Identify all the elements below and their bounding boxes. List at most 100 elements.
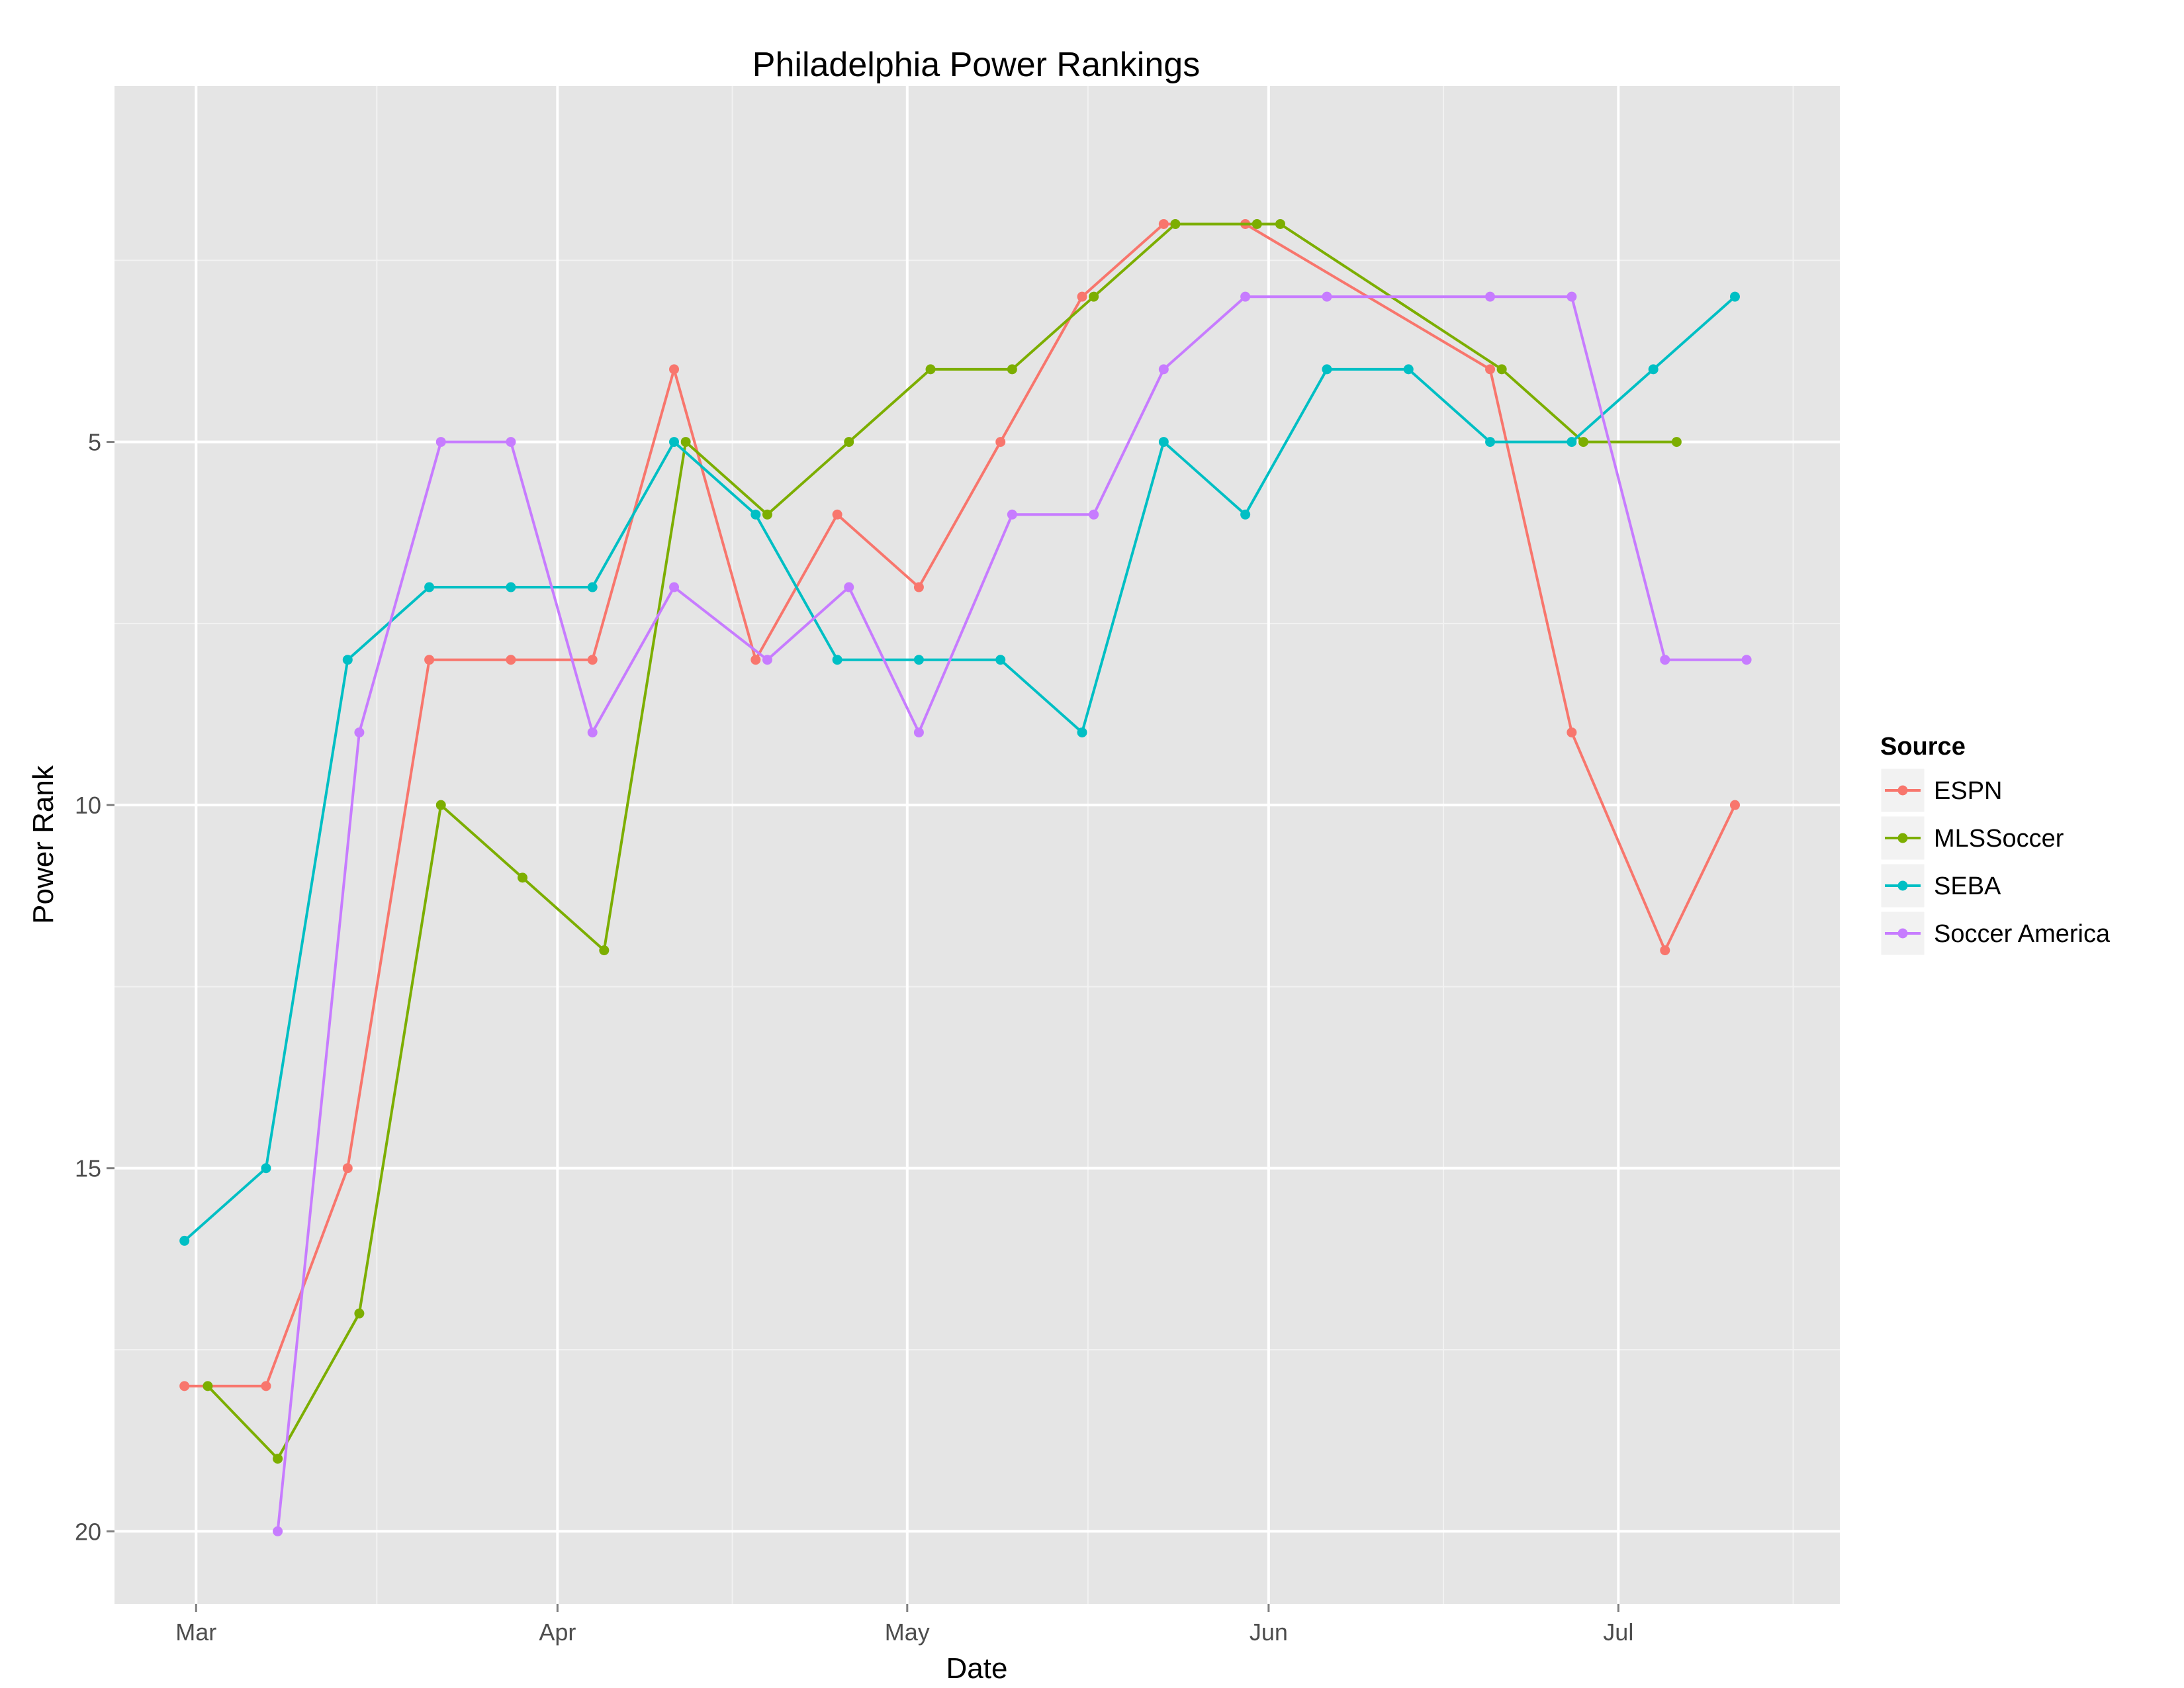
legend-key-point — [1897, 785, 1908, 796]
data-point-espn — [342, 1163, 353, 1174]
y-tick-label: 10 — [75, 792, 101, 819]
legend-label: Soccer America — [1934, 920, 2111, 948]
data-point-seba — [1485, 437, 1496, 447]
data-point-soccer-america — [1567, 291, 1577, 302]
data-point-seba — [1322, 364, 1332, 375]
series-layer — [179, 218, 1752, 1536]
x-tick-label: May — [885, 1618, 930, 1646]
y-tick-label: 20 — [75, 1518, 101, 1545]
data-point-soccer-america — [1089, 509, 1099, 520]
grid-minor — [114, 86, 1840, 1604]
data-point-espn — [587, 655, 598, 665]
data-point-soccer-america — [435, 437, 446, 447]
legend-key-point — [1897, 833, 1908, 843]
data-point-seba — [1158, 437, 1169, 447]
data-point-espn — [261, 1381, 271, 1391]
data-point-espn — [995, 437, 1006, 447]
data-point-espn — [1485, 364, 1496, 375]
series-mlssoccer — [203, 218, 1682, 1464]
data-point-seba — [995, 655, 1006, 665]
grid-major — [114, 86, 1840, 1604]
legend-items: ESPN MLSSoccer SEBA Soccer America — [1879, 767, 2111, 957]
x-tick-label: Mar — [175, 1618, 216, 1646]
data-point-soccer-america — [1322, 291, 1332, 302]
data-point-seba — [1729, 291, 1740, 302]
data-point-soccer-america — [273, 1526, 283, 1536]
data-point-seba — [506, 582, 516, 592]
data-point-espn — [506, 655, 516, 665]
axis-ticks — [107, 441, 1619, 1612]
legend-item-soccer-america: Soccer America — [1879, 910, 2111, 957]
data-point-mlssoccer — [1007, 364, 1017, 375]
data-point-mlssoccer — [1170, 218, 1181, 229]
data-point-seba — [424, 582, 435, 592]
data-point-mlssoccer — [354, 1308, 365, 1319]
data-point-espn — [913, 582, 924, 592]
data-point-seba — [261, 1163, 271, 1174]
data-point-mlssoccer — [1578, 437, 1588, 447]
data-point-mlssoccer — [1671, 437, 1682, 447]
axis-labels: Mar Apr May Jun Jul 5 10 15 20 — [75, 429, 1633, 1646]
x-tick-label: Jun — [1250, 1618, 1288, 1646]
data-point-seba — [832, 655, 842, 665]
data-point-soccer-america — [1007, 509, 1017, 520]
data-point-soccer-america — [844, 582, 854, 592]
x-tick-label: Apr — [539, 1618, 576, 1646]
data-point-mlssoccer — [599, 945, 610, 956]
legend-title: Source — [1880, 733, 1966, 761]
data-point-soccer-america — [506, 437, 516, 447]
data-point-espn — [1729, 800, 1740, 810]
legend-label: MLSSoccer — [1934, 825, 2064, 853]
legend-item-seba: SEBA — [1879, 862, 2001, 910]
data-point-espn — [832, 509, 842, 520]
data-point-mlssoccer — [844, 437, 854, 447]
data-point-soccer-america — [1485, 291, 1496, 302]
data-point-soccer-america — [354, 727, 365, 737]
data-point-seba — [179, 1235, 190, 1246]
chart-title: Philadelphia Power Rankings — [752, 46, 1200, 84]
legend: Source ESPN MLSSoccer SEBA Soccer America — [1879, 733, 2111, 957]
data-point-espn — [751, 655, 761, 665]
legend-label: SEBA — [1934, 872, 2001, 900]
series-line-seba — [183, 295, 1736, 1242]
data-point-espn — [179, 1381, 190, 1391]
y-tick-label: 5 — [88, 429, 101, 456]
data-point-seba — [1077, 727, 1087, 737]
data-point-espn — [1158, 218, 1169, 229]
data-point-mlssoccer — [273, 1454, 283, 1464]
y-axis-title: Power Rank — [27, 765, 60, 924]
legend-item-espn: ESPN — [1879, 767, 2002, 814]
data-point-seba — [587, 582, 598, 592]
data-point-seba — [1648, 364, 1659, 375]
x-axis-title: Date — [946, 1652, 1008, 1685]
legend-key-point — [1897, 928, 1908, 939]
x-tick-label: Jul — [1603, 1618, 1633, 1646]
data-point-mlssoccer — [925, 364, 936, 375]
data-point-mlssoccer — [762, 509, 772, 520]
legend-key-point — [1897, 880, 1908, 891]
data-point-soccer-america — [1741, 655, 1752, 665]
data-point-seba — [669, 437, 680, 447]
data-point-mlssoccer — [435, 800, 446, 810]
data-point-soccer-america — [913, 727, 924, 737]
data-point-mlssoccer — [518, 872, 528, 883]
y-tick-label: 15 — [75, 1155, 101, 1182]
data-point-seba — [1403, 364, 1414, 375]
data-point-espn — [1660, 945, 1670, 956]
data-point-soccer-america — [762, 655, 772, 665]
data-point-seba — [751, 509, 761, 520]
data-point-espn — [1567, 727, 1577, 737]
data-point-mlssoccer — [680, 437, 691, 447]
series-soccer-america — [273, 291, 1752, 1536]
data-point-seba — [1567, 437, 1577, 447]
data-point-espn — [669, 364, 680, 375]
plot-panel — [114, 86, 1840, 1604]
data-point-seba — [342, 655, 353, 665]
data-point-seba — [1240, 509, 1251, 520]
data-point-mlssoccer — [1251, 218, 1262, 229]
data-point-mlssoccer — [1496, 364, 1507, 375]
series-seba — [179, 291, 1740, 1246]
data-point-soccer-america — [1660, 655, 1670, 665]
data-point-mlssoccer — [1275, 218, 1285, 229]
